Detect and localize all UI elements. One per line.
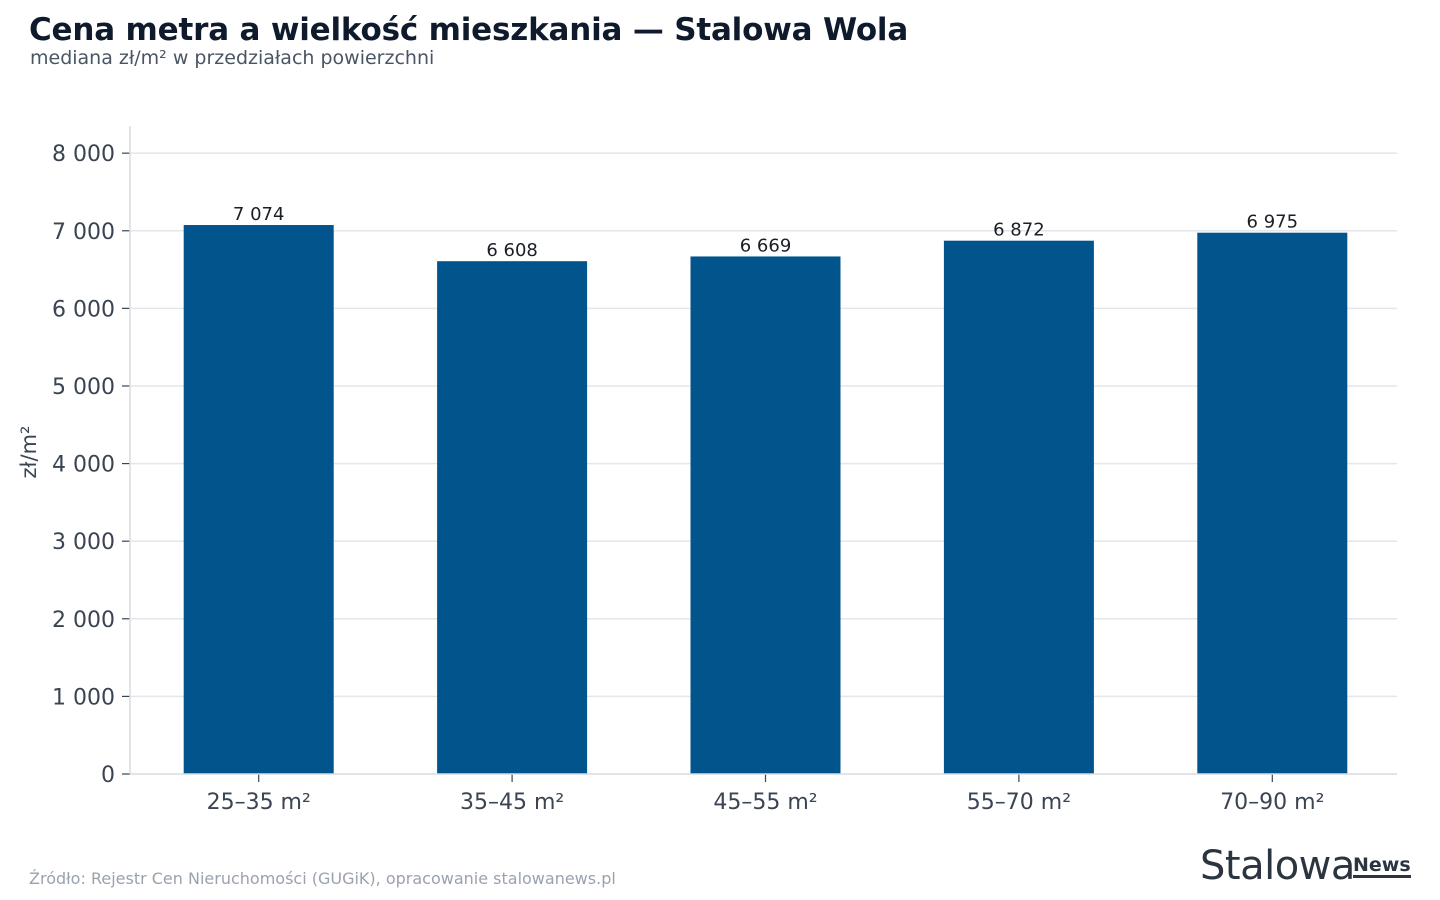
y-tick-label: 4 000 (52, 453, 115, 478)
stalowanews-logo[interactable]: Stalowa News (1200, 843, 1411, 891)
logo-main-text: Stalowa (1200, 843, 1355, 889)
bar-value-label: 6 872 (993, 220, 1045, 241)
bar (1197, 232, 1348, 774)
y-tick-label: 6 000 (52, 297, 115, 322)
y-tick-label: 2 000 (52, 608, 115, 633)
y-tick-label: 7 000 (52, 220, 115, 245)
y-axis-label: zł/m² (17, 426, 41, 479)
y-tick-label: 3 000 (52, 530, 115, 555)
x-tick-label: 55–70 m² (967, 790, 1071, 815)
y-tick-label: 8 000 (52, 142, 115, 167)
x-tick-label: 35–45 m² (460, 790, 564, 815)
chart-title: Cena metra a wielkość mieszkania — Stalo… (29, 12, 909, 48)
chart-subtitle: mediana zł/m² w przedziałach powierzchni (30, 47, 435, 69)
bar (437, 261, 588, 775)
bar (943, 240, 1094, 774)
bar (183, 225, 334, 775)
bar-value-label: 7 074 (233, 204, 285, 225)
source-note: Źródło: Rejestr Cen Nieruchomości (GUGiK… (29, 869, 616, 888)
y-tick-label: 5 000 (52, 375, 115, 400)
bar-value-label: 6 608 (486, 240, 538, 261)
x-tick-label: 25–35 m² (207, 790, 311, 815)
y-tick-label: 0 (101, 763, 115, 788)
x-tick-label: 70–90 m² (1220, 790, 1324, 815)
bar-value-label: 6 975 (1247, 212, 1299, 233)
bar (690, 256, 841, 775)
y-tick-label: 1 000 (52, 685, 115, 710)
x-tick-label: 45–55 m² (713, 790, 817, 815)
logo-sub-text: News (1353, 854, 1411, 878)
bar-value-label: 6 669 (740, 235, 792, 256)
